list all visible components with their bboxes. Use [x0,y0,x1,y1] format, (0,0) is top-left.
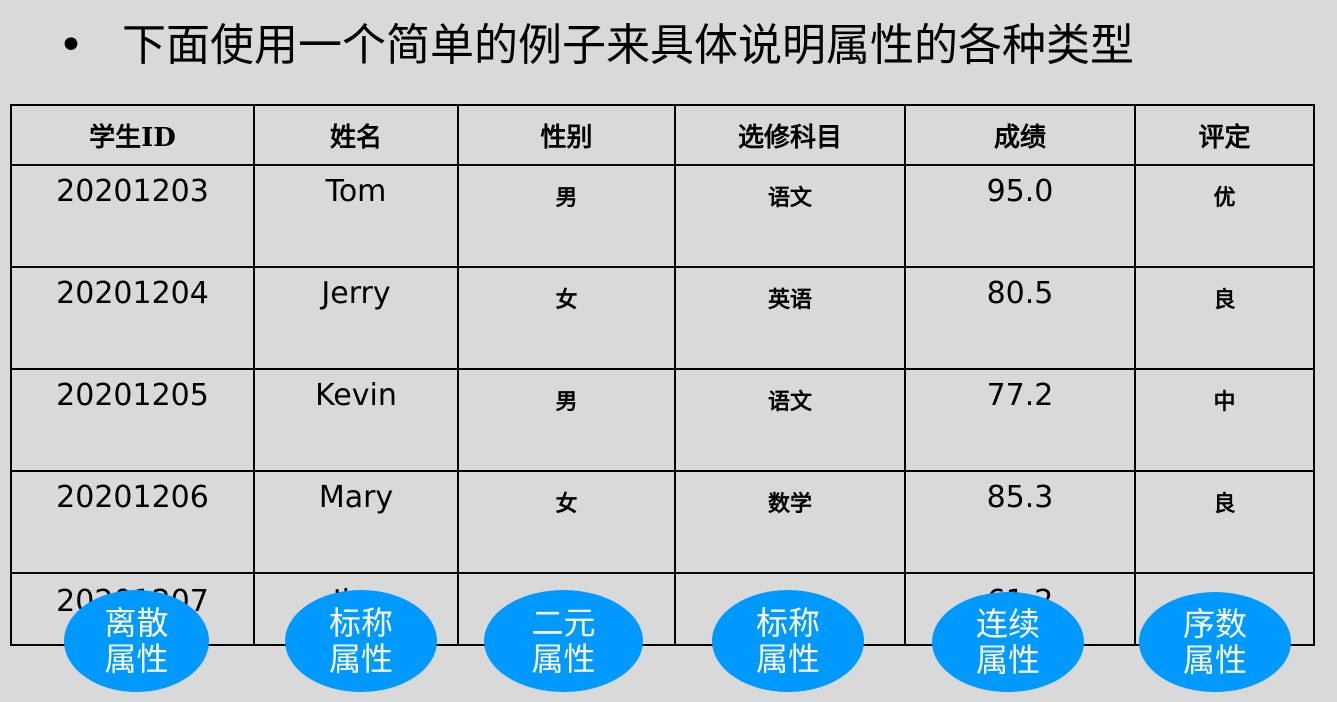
oval-line1: 离散 [104,604,169,642]
attribute-type-oval-binary: 二元 属性 [484,590,643,692]
cell-name: Tom [253,164,459,268]
cell-grade: 良 [1134,470,1315,574]
student-table: 学生ID 姓名 性别 选修科目 成绩 评定 20201203 Tom 男 语文 … [10,104,1315,646]
header-student-id: 学生ID [10,104,255,166]
oval-line2: 属性 [975,641,1040,679]
cell-gender: 男 [457,164,676,268]
bullet-point: • [58,20,84,71]
cell-name: Jerry [253,266,459,370]
attribute-type-oval-discrete: 离散 属性 [64,590,209,692]
header-course: 选修科目 [674,104,906,166]
header-gender: 性别 [457,104,676,166]
attribute-type-oval-ordinal: 序数 属性 [1139,592,1291,692]
slide-title-text: 下面使用一个简单的例子来具体说明属性的各种类型 [122,20,1134,71]
cell-name: Mary [253,470,459,574]
cell-name: Kevin [253,368,459,472]
slide-title: • 下面使用一个简单的例子来具体说明属性的各种类型 [58,14,1134,78]
oval-line1: 标称 [755,604,820,642]
attribute-type-oval-nominal-name: 标称 属性 [285,590,437,692]
table-header-row: 学生ID 姓名 性别 选修科目 成绩 评定 [10,104,1315,166]
cell-score: 85.3 [904,470,1136,574]
attribute-type-oval-nominal-course: 标称 属性 [712,590,864,692]
cell-course: 英语 [674,266,906,370]
oval-line1: 连续 [975,605,1040,643]
oval-line1: 二元 [531,604,596,642]
table-row: 20201205 Kevin 男 语文 77.2 中 [10,368,1315,472]
oval-line2: 属性 [104,640,169,678]
cell-score: 77.2 [904,368,1136,472]
oval-line1: 序数 [1182,605,1247,643]
cell-score: 80.5 [904,266,1136,370]
oval-line2: 属性 [755,640,820,678]
cell-grade: 良 [1134,266,1315,370]
oval-line2: 属性 [328,640,393,678]
table-row: 20201206 Mary 女 数学 85.3 良 [10,470,1315,574]
header-name: 姓名 [253,104,459,166]
oval-line1: 标称 [328,604,393,642]
cell-gender: 男 [457,368,676,472]
attribute-type-oval-continuous: 连续 属性 [932,592,1084,692]
cell-student-id: 20201203 [10,164,255,268]
header-grade: 评定 [1134,104,1315,166]
cell-gender: 女 [457,266,676,370]
cell-student-id: 20201206 [10,470,255,574]
oval-line2: 属性 [531,640,596,678]
cell-student-id: 20201205 [10,368,255,472]
oval-line2: 属性 [1182,641,1247,679]
cell-course: 语文 [674,164,906,268]
table-row: 20201204 Jerry 女 英语 80.5 良 [10,266,1315,370]
cell-grade: 中 [1134,368,1315,472]
cell-gender: 女 [457,470,676,574]
cell-grade: 优 [1134,164,1315,268]
table-row: 20201203 Tom 男 语文 95.0 优 [10,164,1315,268]
cell-score: 95.0 [904,164,1136,268]
cell-course: 数学 [674,470,906,574]
header-score: 成绩 [904,104,1136,166]
cell-course: 语文 [674,368,906,472]
cell-student-id: 20201204 [10,266,255,370]
